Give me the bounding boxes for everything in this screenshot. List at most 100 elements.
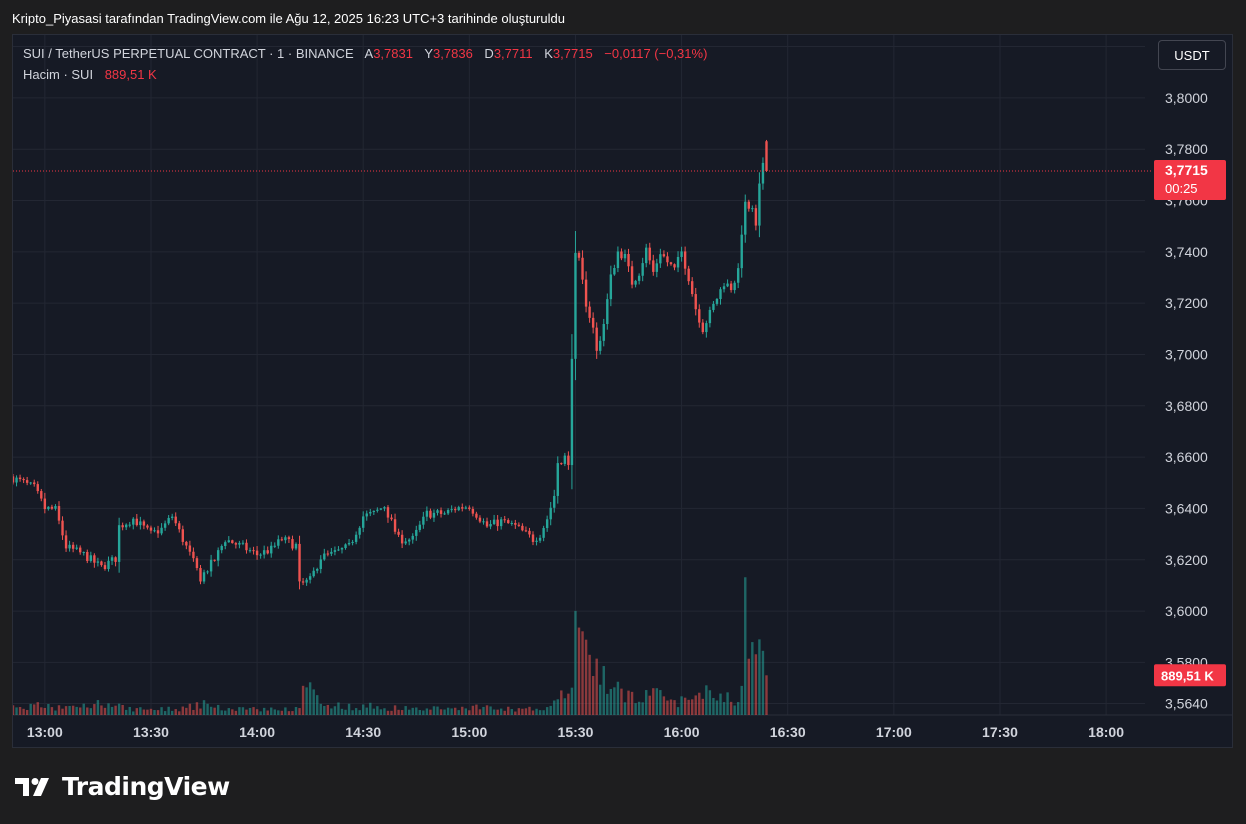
tradingview-logo[interactable]: TradingView [14, 772, 230, 801]
volume-bar [751, 642, 754, 715]
candle-body [758, 183, 761, 226]
volume-label[interactable]: Hacim · SUI [23, 67, 94, 82]
volume-bar [301, 685, 305, 715]
candle-body [411, 535, 414, 540]
volume-bar [340, 708, 344, 715]
last-price-tag: 3,7715 00:25 [1154, 160, 1226, 200]
candle-body [54, 506, 57, 509]
candle-body [15, 477, 18, 483]
candle-body [57, 506, 61, 521]
volume-bar [701, 698, 705, 715]
candle-body [408, 539, 411, 542]
volume-bar [100, 705, 103, 715]
candle-body [298, 543, 301, 582]
candle-body [372, 510, 376, 512]
candle-body [227, 540, 230, 543]
price-change: −0,0117 (−0,31%) [604, 46, 708, 61]
volume-bar [669, 699, 673, 715]
candle-body [312, 570, 315, 577]
candle-body [553, 495, 556, 508]
candle-body [376, 509, 379, 511]
volume-bar [521, 708, 524, 715]
candlesticks [13, 139, 768, 590]
volume-bar [139, 707, 142, 715]
volume-bar [36, 702, 39, 715]
candle-body [117, 525, 121, 562]
price-tick-label: 3,6600 [1165, 449, 1208, 465]
candle-body [156, 530, 160, 534]
candle-body [563, 455, 567, 464]
candle-body [698, 309, 701, 323]
candle-body [270, 545, 273, 554]
candle-body [510, 523, 513, 525]
volume-bar [722, 702, 726, 715]
candle-body [125, 524, 128, 528]
currency-unit-button[interactable]: USDT [1158, 40, 1226, 70]
volume-bar [397, 709, 400, 715]
volume-bar [93, 704, 96, 715]
volume-bar [316, 695, 319, 715]
volume-bar [245, 709, 248, 715]
volume-bar [584, 639, 588, 715]
candle-body [482, 521, 485, 523]
volume-bar [266, 710, 269, 715]
volume-bar [754, 654, 758, 715]
volume-bar [744, 577, 747, 715]
volume-bar [40, 707, 43, 715]
candle-body [475, 513, 478, 518]
chart-panel[interactable]: 3,5640 3,5800 3,6000 3,6200 3,6400 3,6600 3,68… [12, 34, 1233, 748]
volume-bar [627, 690, 630, 715]
candle-body [517, 524, 521, 526]
volume-bar [128, 706, 131, 715]
volume-bar [202, 700, 206, 715]
candle-body [694, 294, 697, 310]
volume-bar [64, 706, 68, 715]
volume-bar [333, 706, 337, 715]
candle-body [418, 524, 422, 530]
candle-body [291, 539, 294, 549]
volume-bar [18, 706, 22, 715]
candle-body [673, 264, 676, 268]
time-tick-label: 13:30 [133, 724, 169, 740]
volume-bar [436, 706, 439, 715]
volume-bar [68, 705, 71, 715]
volume-bar [213, 707, 216, 715]
candle-body [577, 252, 581, 258]
volume-bar [354, 708, 358, 715]
volume-bar [277, 710, 280, 715]
volume-bar [514, 711, 517, 715]
volume-bar [383, 708, 386, 715]
volume-bar [337, 702, 340, 715]
candle-body [47, 506, 50, 510]
candle-body [468, 507, 471, 509]
volume-bar [404, 706, 407, 715]
time-tick-label: 14:00 [239, 724, 275, 740]
candle-body [170, 516, 174, 518]
candle-body [599, 340, 602, 351]
candle-body [422, 516, 425, 525]
volume-bar [652, 688, 655, 715]
volume-bar [542, 710, 545, 715]
volume-bar [160, 707, 163, 715]
volume-bar [216, 704, 220, 715]
candle-body [213, 559, 216, 561]
volume-bar [259, 711, 262, 715]
candle-body [206, 571, 209, 573]
symbol-title[interactable]: SUI / TetherUS PERPETUAL CONTRACT · 1 · … [23, 46, 354, 61]
volume-bar [22, 708, 25, 715]
volume-bar [372, 708, 376, 715]
volume-bar [390, 710, 393, 715]
chart-canvas[interactable]: 3,56403,58003,60003,62003,64003,66003,68… [13, 35, 1232, 747]
candle-body [224, 542, 227, 546]
volume-bar [50, 707, 54, 715]
low-label: D [484, 46, 494, 61]
candle-body [634, 280, 637, 285]
volume-bar [287, 711, 291, 715]
volume-bar [425, 708, 429, 715]
candle-body [351, 541, 354, 543]
volume-bar [641, 702, 644, 715]
time-axis: 13:00 13:30 14:00 14:30 15:00 15:30 16:00 16:30… [27, 724, 1124, 740]
candle-body [216, 550, 220, 561]
time-tick-label: 17:00 [876, 724, 912, 740]
time-tick-label: 16:30 [770, 724, 806, 740]
